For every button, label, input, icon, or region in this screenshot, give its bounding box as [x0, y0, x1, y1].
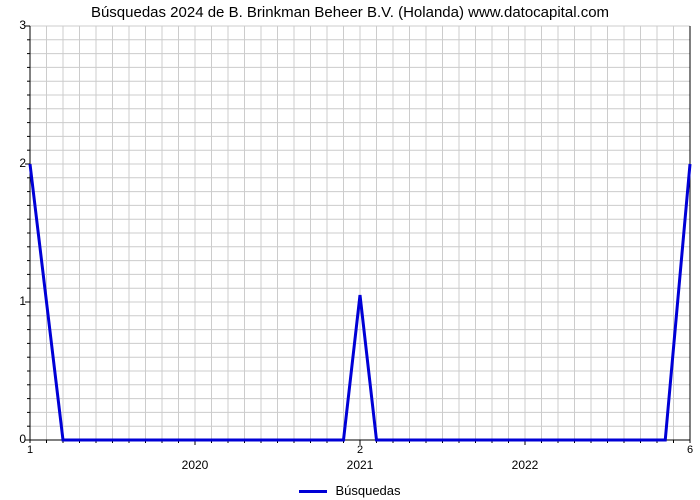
chart-legend: Búsquedas [0, 483, 700, 498]
y-tick-label: 2 [6, 156, 26, 170]
y-tick-label: 3 [6, 18, 26, 32]
y-tick-label: 0 [6, 432, 26, 446]
x-tick-label: 2020 [182, 458, 209, 472]
x-tick-label: 2021 [347, 458, 374, 472]
chart-title: Búsquedas 2024 de B. Brinkman Beheer B.V… [0, 4, 700, 21]
x-minor-label: 2 [357, 444, 363, 456]
legend-swatch [299, 490, 327, 493]
x-tick-label: 2022 [512, 458, 539, 472]
legend-label: Búsquedas [335, 483, 400, 498]
chart-plot [30, 26, 690, 440]
x-minor-label: 6 [687, 444, 693, 456]
x-minor-label: 1 [27, 444, 33, 456]
y-tick-label: 1 [6, 294, 26, 308]
